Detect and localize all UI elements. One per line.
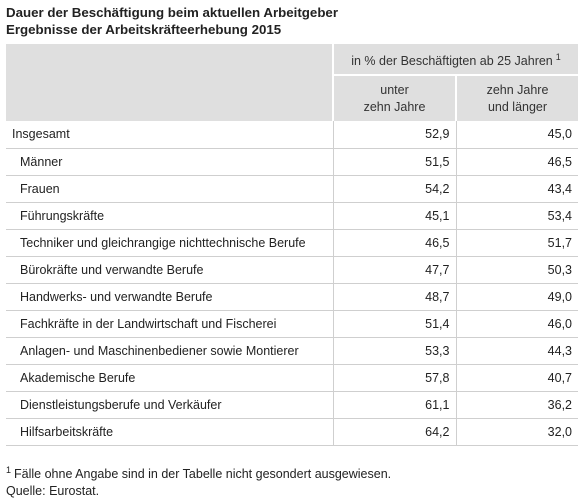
- cell-under-ten: 46,5: [333, 229, 457, 257]
- cell-under-ten: 45,1: [333, 202, 457, 230]
- cell-under-ten: 53,3: [333, 337, 457, 365]
- cell-under-ten: 47,7: [333, 256, 457, 284]
- cell-under-ten: 51,4: [333, 310, 457, 338]
- cell-under-ten: 54,2: [333, 175, 457, 203]
- cell-under-ten: 61,1: [333, 391, 457, 419]
- footnote-marker: 1: [6, 464, 12, 475]
- source-note: Quelle: Eurostat.: [6, 483, 100, 498]
- cell-under-ten: 48,7: [333, 283, 457, 311]
- cell-ten-plus: 32,0: [456, 418, 579, 446]
- header-footnote-marker: 1: [555, 52, 561, 62]
- cell-ten-plus: 40,7: [456, 364, 579, 392]
- cell-ten-plus: 43,4: [456, 175, 579, 203]
- cell-ten-plus: 49,0: [456, 283, 579, 311]
- header-col-ten-plus-line1: zehn Jahre: [486, 82, 549, 97]
- table-title: Dauer der Beschäftigung beim aktuellen A…: [6, 5, 339, 20]
- table-row: Hilfsarbeitskräfte 64,2 32,0: [6, 418, 579, 446]
- row-label: Fachkräfte in der Landwirtschaft und Fis…: [6, 310, 334, 338]
- row-label: Anlagen- und Maschinenbediener sowie Mon…: [6, 337, 334, 365]
- header-col-ten-plus-line2: und länger: [487, 99, 548, 114]
- row-label: Handwerks- und verwandte Berufe: [6, 283, 334, 311]
- table-row: Techniker und gleichrangige nichttechnis…: [6, 229, 579, 257]
- data-table: in % der Beschäftigten ab 25 Jahren 1 unt…: [6, 44, 579, 446]
- table-subtitle: Ergebnisse der Arbeitskräfteerhebung 201…: [6, 22, 282, 37]
- header-col-under-ten: unter zehn Jahre: [333, 75, 456, 121]
- cell-ten-plus: 46,0: [456, 310, 579, 338]
- header-group-cell: in % der Beschäftigten ab 25 Jahren 1: [333, 44, 579, 76]
- cell-ten-plus: 51,7: [456, 229, 579, 257]
- row-label: Führungskräfte: [6, 202, 334, 230]
- table-row: Akademische Berufe 57,8 40,7: [6, 364, 579, 392]
- footnote: 1 Fälle ohne Angabe sind in der Tabelle n…: [6, 462, 578, 483]
- cell-ten-plus: 44,3: [456, 337, 579, 365]
- table-row: Frauen 54,2 43,4: [6, 175, 579, 203]
- table-row: Insgesamt 52,9 45,0: [6, 121, 579, 149]
- table-row: Anlagen- und Maschinenbediener sowie Mon…: [6, 337, 579, 365]
- row-label: Insgesamt: [6, 121, 334, 149]
- footnote-text: Fälle ohne Angabe sind in der Tabelle ni…: [14, 466, 392, 481]
- cell-under-ten: 52,9: [333, 121, 457, 149]
- row-label: Frauen: [6, 175, 334, 203]
- cell-ten-plus: 50,3: [456, 256, 579, 284]
- cell-under-ten: 57,8: [333, 364, 457, 392]
- footnotes: 1 Fälle ohne Angabe sind in der Tabelle n…: [6, 462, 578, 500]
- row-label: Techniker und gleichrangige nichttechnis…: [6, 229, 334, 257]
- header-col-under-ten-line1: unter: [380, 82, 409, 97]
- row-label: Bürokräfte und verwandte Berufe: [6, 256, 334, 284]
- table-row: Dienstleistungsberufe und Verkäufer 61,1 3…: [6, 391, 579, 419]
- cell-under-ten: 51,5: [333, 148, 457, 176]
- table-row: Fachkräfte in der Landwirtschaft und Fis…: [6, 310, 579, 338]
- cell-under-ten: 64,2: [333, 418, 457, 446]
- row-label: Akademische Berufe: [6, 364, 334, 392]
- table-row: Bürokräfte und verwandte Berufe 47,7 50,3: [6, 256, 579, 284]
- row-label: Hilfsarbeitskräfte: [6, 418, 334, 446]
- cell-ten-plus: 46,5: [456, 148, 579, 176]
- header-col-ten-plus: zehn Jahre und länger: [454, 75, 579, 121]
- table-body: Insgesamt 52,9 45,0 Männer 51,5 46,5 Frauen 5…: [6, 121, 579, 446]
- cell-ten-plus: 36,2: [456, 391, 579, 419]
- header-blank-cell: [6, 44, 334, 121]
- document: Dauer der Beschäftigung beim aktuellen A…: [6, 4, 579, 500]
- cell-ten-plus: 45,0: [456, 121, 579, 149]
- table-row: Handwerks- und verwandte Berufe 48,7 49,0: [6, 283, 579, 311]
- header-col-under-ten-line2: zehn Jahre: [363, 99, 426, 114]
- table-row: Führungskräfte 45,1 53,4: [6, 202, 579, 230]
- header-group-label: in % der Beschäftigten ab 25 Jahren: [351, 54, 553, 68]
- table-row: Männer 51,5 46,5: [6, 148, 579, 176]
- row-label: Dienstleistungsberufe und Verkäufer: [6, 391, 334, 419]
- row-label: Männer: [6, 148, 334, 176]
- cell-ten-plus: 53,4: [456, 202, 579, 230]
